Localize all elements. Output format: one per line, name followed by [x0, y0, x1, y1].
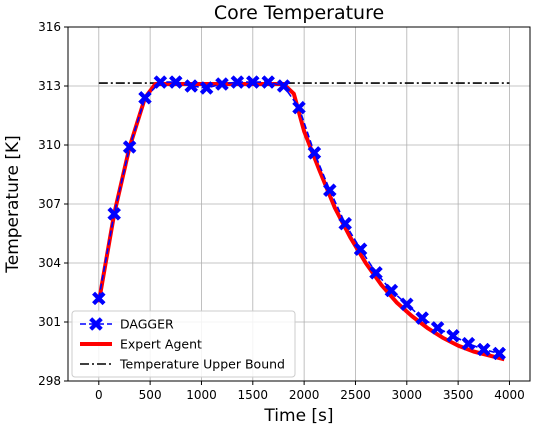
x-tick-label: 2500: [340, 388, 371, 402]
legend: DAGGER Expert Agent Temperature Upper Boun…: [71, 310, 296, 378]
series-layer: [91, 75, 510, 362]
dagger-marker: [369, 265, 383, 280]
x-tick-label: 4000: [494, 388, 525, 402]
dagger-marker: [476, 342, 491, 357]
x-axis-label: Time [s]: [263, 406, 333, 426]
dagger-marker: [353, 242, 368, 257]
legend-box: [71, 310, 296, 378]
dagger-marker: [415, 311, 430, 325]
dagger-marker: [122, 140, 137, 154]
dagger-marker: [384, 283, 399, 298]
legend-label: Temperature Upper Bound: [119, 357, 285, 372]
tick-layer: 0 500 1000 1500 2000 2500 3000 3500 4000 298 301 30…: [38, 20, 525, 402]
y-tick-label: 313: [38, 79, 61, 93]
dagger-marker: [138, 90, 152, 105]
y-tick-label: 301: [38, 315, 61, 329]
dagger-marker: [461, 336, 476, 351]
dagger-marker: [168, 75, 183, 89]
dagger-marker: [199, 81, 214, 95]
y-axis-label: Temperature [K]: [3, 135, 23, 274]
legend-items: DAGGER Expert Agent Temperature Upper Boun…: [80, 317, 285, 372]
legend-label: DAGGER: [120, 317, 174, 332]
dagger-marker: [322, 183, 337, 198]
y-tick-label: 316: [38, 20, 61, 34]
x-tick-label: 500: [139, 388, 162, 402]
dagger-marker: [184, 79, 199, 93]
x-tick-label: 1500: [238, 388, 269, 402]
dagger-marker: [230, 75, 245, 89]
dagger-marker: [245, 75, 260, 89]
dagger-marker: [307, 146, 322, 160]
x-tick-label: 3000: [392, 388, 423, 402]
dagger-marker: [261, 75, 276, 89]
dagger-marker: [338, 216, 353, 231]
dagger-marker: [292, 100, 306, 115]
dagger-marker: [276, 79, 291, 93]
dagger-marker: [492, 346, 507, 361]
y-tick-label: 304: [38, 256, 61, 270]
dagger-marker: [153, 75, 168, 89]
y-tick-label: 307: [38, 197, 61, 211]
chart-title: Core Temperature: [214, 2, 384, 24]
dagger-marker: [446, 328, 460, 343]
x-tick-label: 2000: [289, 388, 320, 402]
x-tick-label: 1000: [186, 388, 217, 402]
dagger-marker: [89, 317, 103, 331]
x-tick-label: 3500: [443, 388, 474, 402]
y-tick-label: 310: [38, 138, 61, 152]
dagger-marker: [215, 77, 229, 91]
dagger-marker: [399, 297, 414, 312]
x-tick-label: 0: [95, 388, 103, 402]
dagger-marker: [107, 206, 122, 221]
dagger-marker: [430, 321, 445, 335]
legend-label: Expert Agent: [120, 337, 202, 352]
y-tick-label: 298: [38, 374, 61, 388]
dagger-marker: [91, 291, 106, 306]
